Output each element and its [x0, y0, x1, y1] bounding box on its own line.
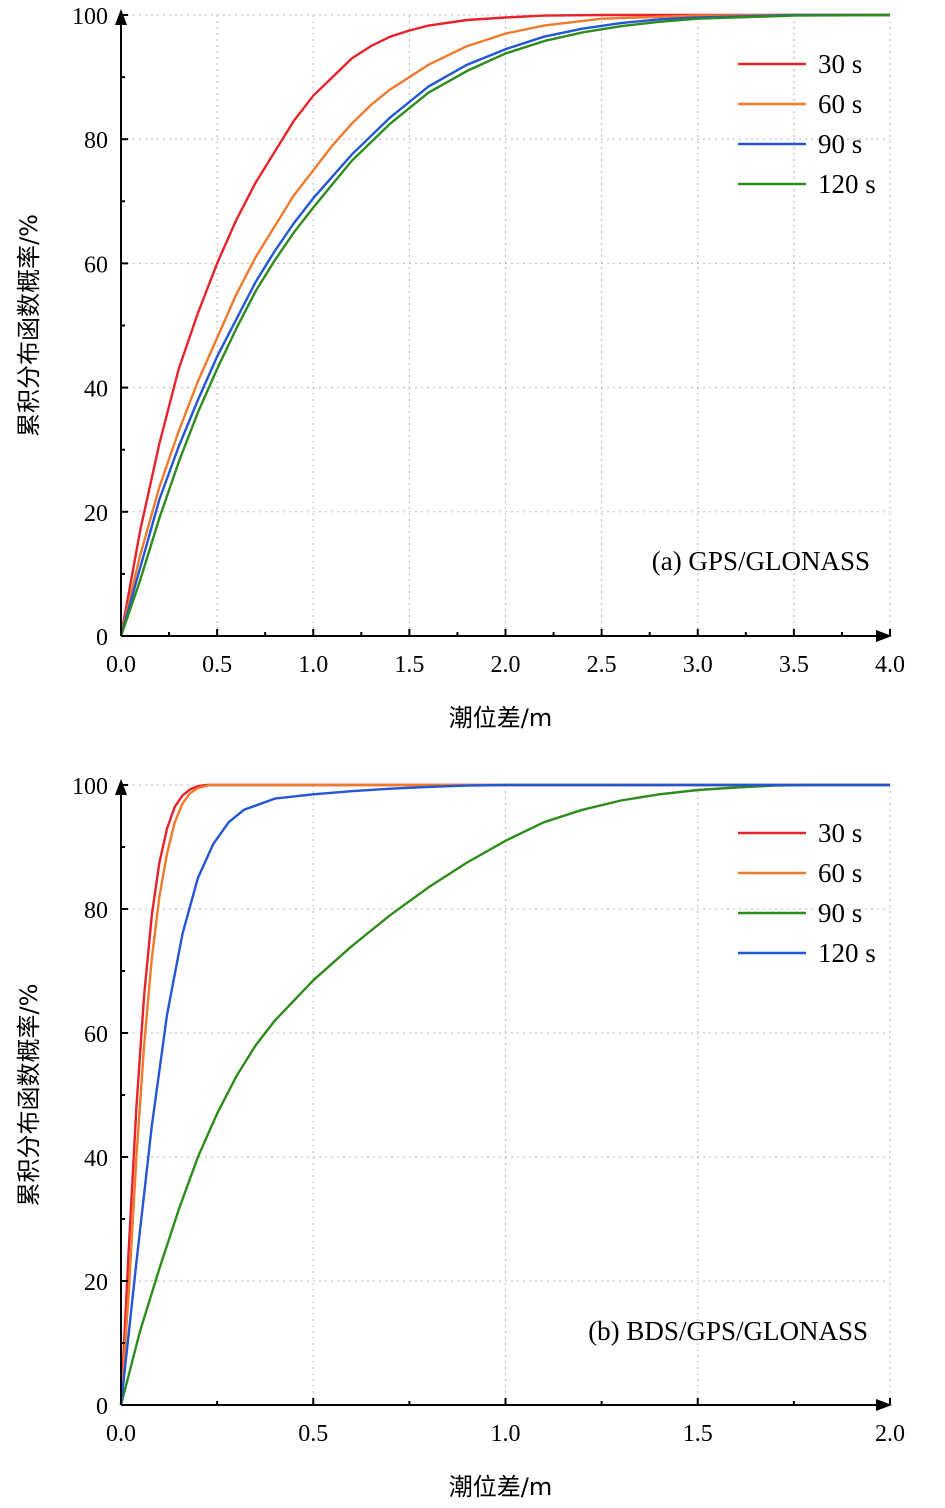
x-tick-label: 0.0 — [106, 1421, 136, 1447]
legend-label: 90 s — [818, 898, 862, 928]
panel-annotation: (a) GPS/GLONASS — [652, 546, 870, 576]
x-tick-label: 1.0 — [491, 1421, 521, 1447]
x-axis-arrow — [876, 630, 892, 642]
legend-label: 30 s — [818, 49, 862, 79]
x-tick-label: 1.5 — [394, 652, 424, 678]
x-tick-label: 4.0 — [875, 652, 905, 678]
x-tick-label: 0.5 — [202, 652, 232, 678]
y-axis-title: 累积分布函数概率/% — [15, 984, 43, 1207]
y-tick-label: 80 — [84, 898, 108, 924]
y-tick-label: 100 — [72, 774, 108, 800]
x-tick-label: 1.5 — [683, 1421, 713, 1447]
series-line-2 — [119, 783, 890, 1406]
x-tick-label: 1.0 — [298, 652, 328, 678]
series-line-1 — [119, 13, 890, 637]
y-tick-label: 100 — [72, 4, 108, 30]
legend-label: 120 s — [818, 169, 876, 199]
y-tick-label: 0 — [96, 1394, 108, 1420]
series-line-3 — [119, 783, 890, 1406]
series-line-3 — [119, 13, 891, 637]
y-tick-label: 40 — [84, 1146, 108, 1172]
x-tick-label: 0.5 — [298, 1421, 328, 1447]
chart-panel-1: 0.0 0.5 1.0 1.5 2.0 0 20 40 60 80 100 潮位差/m 累积分布函数概率… — [15, 774, 905, 1501]
series-line-1 — [119, 783, 890, 1406]
series-line-0 — [119, 783, 890, 1406]
y-tick-label: 60 — [84, 1022, 108, 1048]
x-tick-label: 3.5 — [779, 652, 809, 678]
y-tick-label: 80 — [84, 128, 108, 154]
x-axis-arrow — [876, 1399, 892, 1411]
legend-label: 120 s — [818, 938, 876, 968]
y-axis-title: 累积分布函数概率/% — [15, 214, 43, 437]
legend-label: 30 s — [818, 818, 862, 848]
y-axis-arrow — [115, 779, 127, 795]
y-tick-label: 60 — [84, 252, 108, 278]
legend-label: 60 s — [818, 89, 862, 119]
y-tick-label: 40 — [84, 377, 108, 403]
x-tick-label: 0.0 — [106, 652, 136, 678]
series-line-2 — [119, 13, 890, 637]
x-tick-label: 3.0 — [683, 652, 713, 678]
x-tick-label: 2.5 — [587, 652, 617, 678]
legend-label: 90 s — [818, 129, 862, 159]
y-tick-label: 0 — [96, 625, 108, 651]
x-tick-label: 2.0 — [875, 1421, 905, 1447]
panel-annotation: (b) BDS/GPS/GLONASS — [588, 1316, 868, 1346]
y-tick-label: 20 — [84, 501, 108, 527]
y-axis-arrow — [115, 9, 127, 25]
chart-panel-0: 0.0 0.5 1.0 1.5 2.0 2.5 3.0 3.5 4.0 0 20 40 60 80 100 潮… — [15, 4, 905, 732]
y-tick-label: 20 — [84, 1270, 108, 1296]
series-line-0 — [119, 13, 890, 637]
x-axis-title: 潮位差/m — [449, 1473, 552, 1501]
x-tick-label: 2.0 — [491, 652, 521, 678]
x-axis-title: 潮位差/m — [449, 704, 552, 732]
legend-label: 60 s — [818, 858, 862, 888]
